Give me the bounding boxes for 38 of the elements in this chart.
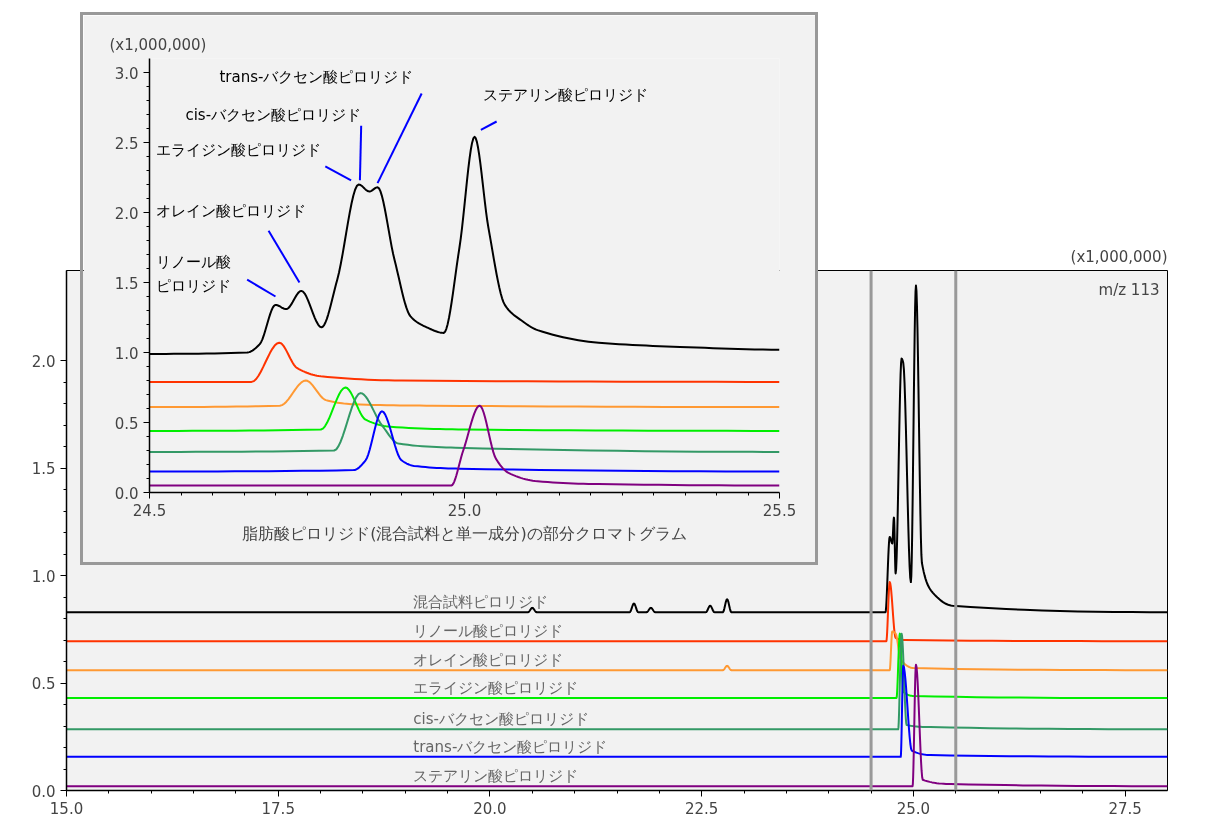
x-tick-label: 24.5: [132, 501, 167, 520]
y-tick-label: 2.5: [114, 134, 139, 153]
y-tick-label: 2.0: [31, 352, 56, 371]
series-label: リノール酸ピロリジド: [413, 622, 564, 641]
y-tick-label: 1.0: [31, 567, 56, 586]
y-tick-label: 0.5: [31, 675, 56, 694]
series-label: エライジン酸ピロリジド: [413, 679, 579, 698]
y-tick-label: 0.5: [114, 414, 139, 433]
annotation: m/z 113: [1098, 280, 1160, 299]
annotation: リノール酸ピロリジド: [155, 253, 231, 295]
x-tick-label: 20.0: [473, 799, 507, 818]
series-label: trans-バクセン酸ピロリジド: [413, 737, 608, 756]
x-tick-label: 25.0: [896, 799, 931, 818]
annotation: trans-バクセン酸ピロリジド: [219, 67, 414, 86]
x-tick-label: 22.5: [684, 799, 719, 818]
y-tick-label: 1.0: [114, 344, 139, 363]
series-label: オレイン酸ピロリジド: [413, 651, 564, 670]
x-tick-label: 15.0: [49, 799, 84, 818]
y-tick-label: 1.5: [31, 460, 56, 479]
series-label: cis-バクセン酸ピロリジド: [413, 710, 589, 729]
y-tick-label: 0.0: [31, 782, 56, 801]
y-tick-label: 0.0: [114, 484, 139, 503]
x-tick-label: 17.5: [261, 799, 295, 818]
annotation: エライジン酸ピロリジド: [155, 140, 321, 159]
series-label: ステアリン酸ピロリジド: [413, 767, 579, 786]
x-tick-label: 25.5: [762, 501, 797, 520]
annotation: ステアリン酸ピロリジド: [483, 85, 649, 104]
x-axis-title: 脂肪酸ピロリジド(混合試料と単一成分)の部分クロマトグラム: [242, 523, 687, 543]
annotation: cis-バクセン酸ピロリジド: [185, 105, 362, 124]
series-label: 混合試料ピロリジド: [413, 593, 549, 612]
x-tick-label: 25.0: [447, 501, 482, 520]
y-tick-label: 3.0: [114, 64, 139, 83]
x-tick-label: 27.5: [1108, 799, 1142, 818]
y-axis-title: (x1,000,000): [1070, 247, 1168, 266]
y-tick-label: 2.0: [114, 204, 139, 223]
annotation: オレイン酸ピロリジド: [155, 202, 306, 221]
y-axis-title: (x1,000,000): [109, 35, 207, 54]
y-tick-label: 1.5: [114, 274, 139, 293]
